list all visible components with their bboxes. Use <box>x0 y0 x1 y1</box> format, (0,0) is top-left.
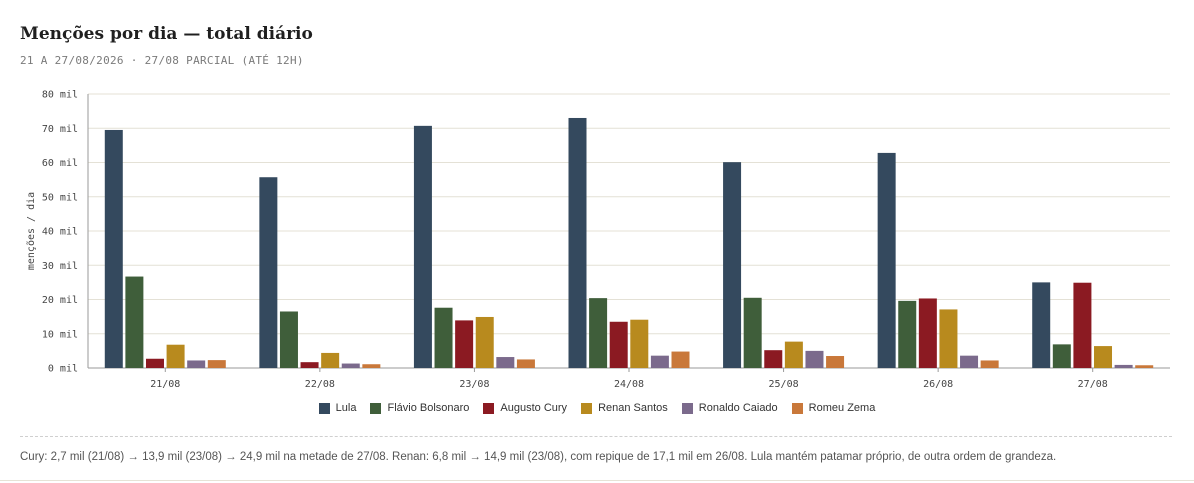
bar-renan-santos-21-08 <box>166 344 185 368</box>
bar-romeu-zema-25-08 <box>826 356 845 368</box>
bar-augusto-cury-23-08 <box>455 320 474 368</box>
y-tick-label: 50 mil <box>42 192 78 203</box>
legend-label: Renan Santos <box>598 402 668 414</box>
bar-fl-vio-bolsonaro-26-08 <box>898 300 917 368</box>
bar-fl-vio-bolsonaro-21-08 <box>125 276 144 368</box>
x-tick-label: 22/08 <box>305 379 335 390</box>
bottom-rule <box>0 480 1194 481</box>
x-tick-label: 21/08 <box>150 379 180 390</box>
legend-item: Flávio Bolsonaro <box>370 402 469 414</box>
bar-fl-vio-bolsonaro-23-08 <box>434 307 453 368</box>
bar-ronaldo-caiado-23-08 <box>496 357 515 368</box>
bar-lula-23-08 <box>413 125 432 368</box>
x-tick-label: 25/08 <box>769 379 799 390</box>
bar-ronaldo-caiado-21-08 <box>187 360 206 368</box>
bar-romeu-zema-26-08 <box>980 360 999 368</box>
bar-augusto-cury-26-08 <box>918 298 937 368</box>
legend-item: Romeu Zema <box>791 402 876 414</box>
y-tick-label: 80 mil <box>42 90 78 101</box>
bar-ronaldo-caiado-24-08 <box>650 355 669 368</box>
y-tick-label: 20 mil <box>42 295 78 306</box>
bar-romeu-zema-24-08 <box>671 351 690 368</box>
bar-lula-26-08 <box>877 152 896 368</box>
bar-lula-25-08 <box>723 162 742 368</box>
legend-swatch <box>681 402 693 414</box>
bar-romeu-zema-23-08 <box>516 359 535 368</box>
legend-swatch <box>791 402 803 414</box>
legend-label: Ronaldo Caiado <box>698 402 778 414</box>
y-axis-label: menções / dia <box>26 192 37 270</box>
bar-fl-vio-bolsonaro-24-08 <box>589 298 608 368</box>
bar-augusto-cury-25-08 <box>764 350 783 368</box>
bar-renan-santos-26-08 <box>939 309 958 368</box>
bar-ronaldo-caiado-22-08 <box>341 363 360 368</box>
bar-augusto-cury-22-08 <box>300 362 319 368</box>
y-tick-label: 40 mil <box>42 227 78 238</box>
divider <box>20 436 1172 437</box>
bar-ronaldo-caiado-27-08 <box>1114 364 1133 368</box>
bar-augusto-cury-21-08 <box>145 358 164 368</box>
bar-chart: 0 mil 10 mil 20 mil 30 mil 40 mil 50 mil 60 mi… <box>26 90 1170 390</box>
chart-legend: Lula Flávio Bolsonaro Augusto Cury Renan Sa… <box>0 402 1194 414</box>
legend-label: Lula <box>335 402 357 414</box>
y-tick-label: 70 mil <box>42 124 78 135</box>
legend-item: Lula <box>318 402 357 414</box>
bar-fl-vio-bolsonaro-22-08 <box>279 311 298 368</box>
bar-lula-24-08 <box>568 117 587 368</box>
legend-swatch <box>318 402 330 414</box>
y-tick-label: 30 mil <box>42 261 78 272</box>
x-tick-label: 27/08 <box>1078 379 1108 390</box>
y-tick-label: 60 mil <box>42 158 78 169</box>
y-tick-label: 10 mil <box>42 329 78 340</box>
legend-item: Ronaldo Caiado <box>681 402 778 414</box>
bar-romeu-zema-27-08 <box>1135 365 1154 368</box>
legend-label: Romeu Zema <box>808 402 876 414</box>
legend-swatch <box>370 402 382 414</box>
bar-renan-santos-23-08 <box>475 316 494 368</box>
bar-fl-vio-bolsonaro-25-08 <box>743 297 762 368</box>
x-tick-label: 26/08 <box>923 379 953 390</box>
bar-augusto-cury-24-08 <box>609 321 628 368</box>
legend-swatch <box>581 402 593 414</box>
bar-renan-santos-25-08 <box>784 341 803 368</box>
bar-romeu-zema-21-08 <box>207 360 226 368</box>
bar-ronaldo-caiado-26-08 <box>960 355 979 368</box>
chart-note: Cury: 2,7 mil (21/08) → 13,9 mil (23/08)… <box>20 451 1057 463</box>
legend-swatch <box>483 402 495 414</box>
bar-lula-22-08 <box>259 177 278 368</box>
bar-ronaldo-caiado-25-08 <box>805 350 824 368</box>
bar-fl-vio-bolsonaro-27-08 <box>1052 344 1071 368</box>
x-tick-label: 23/08 <box>459 379 489 390</box>
bar-lula-21-08 <box>104 129 123 368</box>
bar-renan-santos-22-08 <box>321 352 340 368</box>
bar-romeu-zema-22-08 <box>362 364 381 368</box>
legend-label: Flávio Bolsonaro <box>387 402 470 414</box>
x-tick-label: 24/08 <box>614 379 644 390</box>
legend-item: Renan Santos <box>581 402 668 414</box>
bar-lula-27-08 <box>1032 282 1051 368</box>
y-tick-label: 0 mil <box>48 364 78 375</box>
bar-renan-santos-27-08 <box>1094 346 1113 368</box>
bar-renan-santos-24-08 <box>630 319 649 368</box>
legend-item: Augusto Cury <box>483 402 567 414</box>
chart-subtitle: 21 A 27/08/2026 · 27/08 PARCIAL (ATÉ 12H… <box>20 54 304 67</box>
legend-label: Augusto Cury <box>500 402 568 414</box>
chart-title: Menções por dia — total diário <box>20 24 313 44</box>
bar-augusto-cury-27-08 <box>1073 282 1092 368</box>
